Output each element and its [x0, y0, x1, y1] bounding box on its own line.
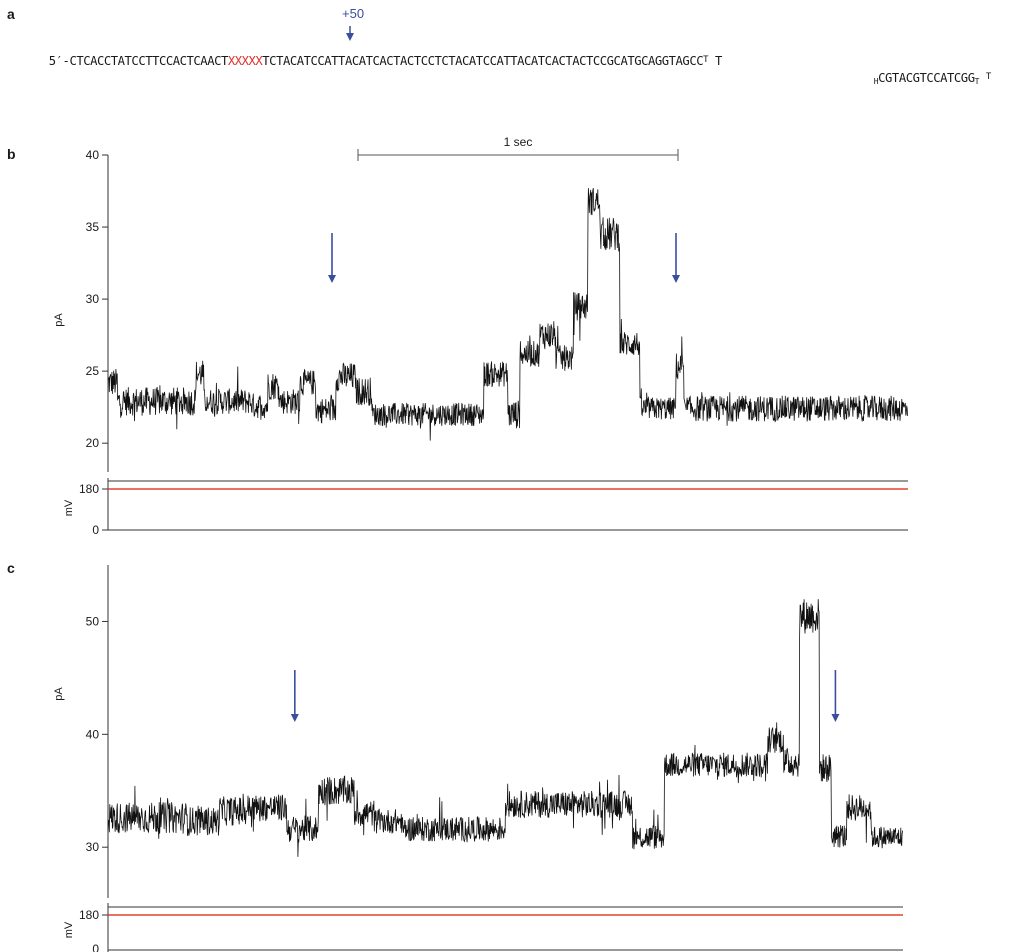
- panel-b-y-label: pA: [53, 313, 65, 327]
- position-arrow: [346, 26, 354, 41]
- sequence-bottom-end: T: [985, 72, 991, 82]
- sequence-modified-bases: XXXXX: [227, 54, 263, 68]
- panel-b-voltage-panel: 180 0 mV: [63, 478, 908, 537]
- translocation-arrow: [672, 233, 680, 283]
- sequence-bottom-start: H: [873, 77, 879, 86]
- sequence-top-strand: 5′-CTCACCTATCCTTCCACTCAACTXXXXXTCTACATCC…: [35, 40, 723, 68]
- panel-b-voltage-tick-180: 180: [79, 482, 99, 496]
- panel-c-y-label: pA: [53, 687, 65, 701]
- panel-b-voltage-label: mV: [63, 499, 75, 516]
- y-tick-label: 35: [86, 220, 100, 234]
- panel-c-arrows: [290, 670, 840, 722]
- sequence-bottom-loop: T: [974, 77, 980, 86]
- y-tick-label: 50: [86, 614, 100, 628]
- sequence-main: TCTACATCCATTACATCACTACTCCTCTACATCCATTACA…: [262, 54, 704, 68]
- panel-a-letter: a: [7, 6, 15, 22]
- y-tick-label: 40: [86, 727, 100, 741]
- panel-b-letter: b: [7, 146, 16, 162]
- y-tick-label: 20: [86, 436, 100, 450]
- panel-c-voltage-tick-0: 0: [92, 942, 99, 952]
- panel-c-letter: c: [7, 560, 15, 576]
- sequence-loop-top-end: T: [714, 54, 722, 68]
- current-trace-line: [107, 188, 908, 441]
- translocation-arrow: [328, 233, 336, 283]
- panel-c-voltage-panel: 180 0 mV: [63, 903, 903, 952]
- sequence-prefix: 5′-CTCACCTATCCTTCCACTCAACT: [48, 54, 229, 68]
- current-trace-line: [107, 599, 903, 857]
- panel-c-current-trace: [107, 599, 903, 857]
- sequence-bottom: CGTACGTCCATCGG: [878, 71, 975, 85]
- y-tick-label: 25: [86, 364, 100, 378]
- panel-b-arrows: [328, 233, 680, 283]
- panel-c-voltage-tick-180: 180: [79, 908, 99, 922]
- panel-b-voltage-tick-0: 0: [92, 523, 99, 537]
- position-label: +50: [342, 6, 365, 21]
- y-tick-label: 30: [86, 292, 100, 306]
- sequence-loop-top: T: [703, 55, 709, 65]
- sequence-bottom-strand: HCGTACGTCCATCGGT T: [860, 57, 991, 86]
- panel-b-y-ticks: 20 25 30 35 40: [86, 148, 108, 450]
- panel-b-current-trace: [107, 188, 908, 441]
- scale-bar-label: 1 sec: [504, 135, 533, 149]
- translocation-arrow: [831, 670, 840, 722]
- y-tick-label: 30: [86, 840, 100, 854]
- panel-c-voltage-label: mV: [63, 921, 75, 938]
- translocation-arrow: [290, 670, 299, 722]
- panel-b-chart: 20 25 30 35 40 pA 1 sec: [53, 135, 908, 472]
- panel-c-chart: 30 40 50 pA: [53, 565, 903, 898]
- scale-bar: 1 sec: [357, 135, 679, 161]
- panel-c-y-ticks: 30 40 50: [86, 614, 108, 854]
- y-tick-label: 40: [86, 148, 100, 162]
